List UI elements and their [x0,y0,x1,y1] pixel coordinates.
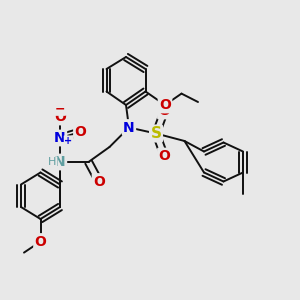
Text: N: N [54,131,66,145]
Text: O: O [159,98,171,112]
Text: O: O [34,235,46,248]
Text: N: N [54,155,66,169]
Text: −: − [55,102,65,115]
Text: O: O [74,125,86,139]
Text: N: N [123,121,135,134]
Text: H: H [48,157,57,167]
Text: S: S [151,126,161,141]
Text: +: + [64,136,73,146]
Text: O: O [54,110,66,124]
Text: O: O [158,149,170,163]
Text: O: O [158,104,170,118]
Text: O: O [93,175,105,188]
